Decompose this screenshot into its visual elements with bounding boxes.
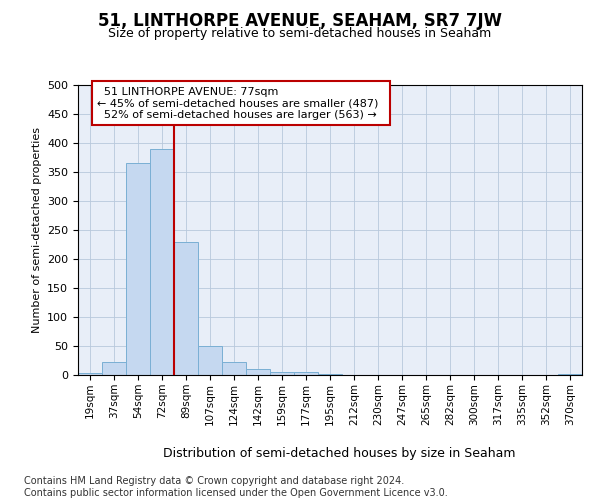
Bar bbox=[558, 374, 582, 375]
Text: 51 LINTHORPE AVENUE: 77sqm  
← 45% of semi-detached houses are smaller (487)
  5: 51 LINTHORPE AVENUE: 77sqm ← 45% of semi… bbox=[97, 86, 384, 120]
Bar bbox=[102, 362, 126, 375]
Bar bbox=[198, 346, 222, 375]
Bar bbox=[294, 372, 318, 375]
Bar bbox=[318, 374, 342, 375]
Bar bbox=[126, 164, 150, 375]
Bar bbox=[270, 372, 294, 375]
Bar bbox=[78, 374, 102, 375]
Bar bbox=[222, 362, 246, 375]
Y-axis label: Number of semi-detached properties: Number of semi-detached properties bbox=[32, 127, 41, 333]
Text: Contains HM Land Registry data © Crown copyright and database right 2024.: Contains HM Land Registry data © Crown c… bbox=[24, 476, 404, 486]
Bar bbox=[150, 149, 174, 375]
Text: Contains public sector information licensed under the Open Government Licence v3: Contains public sector information licen… bbox=[24, 488, 448, 498]
Bar bbox=[246, 369, 270, 375]
Text: Size of property relative to semi-detached houses in Seaham: Size of property relative to semi-detach… bbox=[109, 28, 491, 40]
Bar bbox=[174, 242, 198, 375]
Text: Distribution of semi-detached houses by size in Seaham: Distribution of semi-detached houses by … bbox=[163, 448, 515, 460]
Text: 51, LINTHORPE AVENUE, SEAHAM, SR7 7JW: 51, LINTHORPE AVENUE, SEAHAM, SR7 7JW bbox=[98, 12, 502, 30]
